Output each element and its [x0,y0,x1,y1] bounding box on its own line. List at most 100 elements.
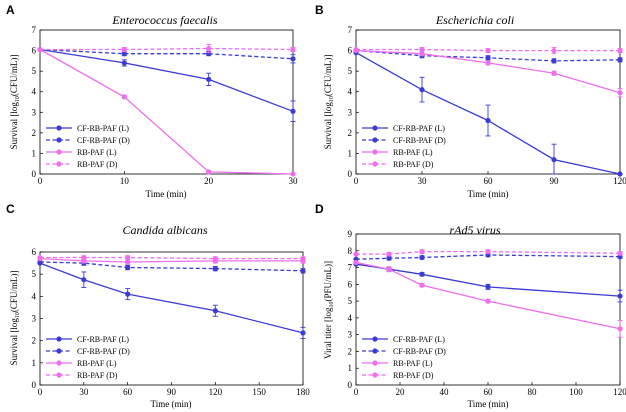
y-tick-label: 6 [32,247,37,257]
data-point [353,259,359,266]
data-point [419,46,425,53]
data-point [125,254,131,261]
y-tick-label: 3 [32,314,37,324]
y-tick-label: 1 [32,148,37,158]
y-tick-label: 4 [32,87,37,97]
legend-label: CF-RB-PAF (D) [393,136,446,145]
x-tick-label: 20 [204,176,214,186]
x-axis-label: Time (min) [151,399,192,409]
legend-swatch-marker [372,125,378,131]
x-tick-label: 30 [418,176,428,186]
y-axis-label-sub: 10 [15,312,21,318]
x-tick-label: 120 [209,387,223,397]
data-point [290,56,296,62]
y-tick-label: 3 [32,107,37,117]
y-tick-label: 5 [348,66,353,76]
y-tick-label: 9 [348,229,353,239]
data-point [617,293,623,299]
y-tick-label: 5 [32,269,37,279]
x-tick-label: 30 [79,387,89,397]
series-rb-paf-l [37,46,296,177]
data-point [121,94,127,100]
x-tick-label: 180 [296,387,310,397]
data-point [419,254,425,261]
data-point [81,277,87,283]
legend-swatch-marker [372,360,378,366]
y-axis-label: Viral titer [log10(PFU/mL)] [323,261,335,359]
x-tick-label: 20 [396,387,406,397]
legend-label: RB-PAF (L) [393,359,433,368]
data-point [419,51,425,57]
data-point [121,60,127,66]
legend: CF-RB-PAF (L) CF-RB-PAF (D) RB-PAF (L) RB-P… [362,335,446,380]
x-tick-label: 10 [120,176,130,186]
series-line [355,263,621,297]
y-tick-label: 5 [348,296,353,306]
data-point [485,298,491,304]
legend-swatch-marker [56,360,62,366]
y-tick-label: 1 [348,148,353,158]
data-point [290,46,296,53]
panel-b: B Escherichia coli 0 30 60 90 120 0 1 2 3 4 5 6 7 Time … [315,3,626,199]
legend: CF-RB-PAF (L) CF-RB-PAF (D) RB-PAF (L) RB-P… [46,124,130,169]
data-point [419,249,425,255]
y-tick-label: 7 [348,25,353,35]
series-line [40,256,303,260]
x-tick-label: 120 [613,176,626,186]
y-tick-label: 4 [32,291,37,301]
y-tick-label: 2 [32,336,37,346]
y-tick-label: 0 [348,169,353,179]
legend-label: RB-PAF (D) [77,160,118,169]
series-line [39,48,294,175]
y-axis-label-end: (CFU/mL)] [9,271,19,313]
legend-label: RB-PAF (D) [77,371,118,380]
panel-title: Enterococcus faecalis [111,13,218,27]
legend-swatch-marker [372,348,378,354]
series-line [355,261,621,330]
legend-label: RB-PAF (L) [77,359,117,368]
series-line [39,262,304,334]
legend-swatch-marker [56,137,62,143]
data-point [617,47,623,54]
y-tick-label: 0 [348,380,353,390]
series-rb-paf-d [37,254,306,262]
data-point [206,169,212,175]
data-point [419,87,425,93]
data-point [485,249,491,255]
data-point [386,255,392,261]
legend-label: CF-RB-PAF (L) [393,335,445,344]
legend-swatch-marker [372,372,378,378]
x-tick-label: 90 [167,387,177,397]
x-tick-label: 60 [484,176,494,186]
y-tick-label: 6 [32,46,37,56]
panel-c: C Candida albicans 0 30 60 90 120 150 180 0 1 2 3 4 5 6… [6,202,310,409]
data-point [485,47,491,54]
y-tick-label: 3 [348,107,353,117]
x-tick-label: 60 [484,387,494,397]
data-point [212,256,218,262]
legend-label: CF-RB-PAF (D) [77,347,130,356]
y-tick-label: 0 [32,169,37,179]
series-line [39,261,304,272]
legend-swatch-marker [372,149,378,155]
y-tick-label: 6 [348,279,353,289]
data-point [300,268,306,274]
y-tick-label: 2 [348,346,353,356]
y-tick-label: 4 [348,313,353,323]
data-point [617,171,623,177]
data-point [206,76,212,82]
series-line [39,48,294,60]
y-axis-label-main: Survival [log [9,102,19,150]
panel-title: rAd5 virus [450,223,501,237]
data-point [551,58,557,64]
legend-label: CF-RB-PAF (L) [77,335,129,344]
y-axis-label-main: Survival [log [323,102,333,150]
series-line [40,47,294,51]
data-point [121,51,127,57]
data-point [617,57,623,63]
legend-label: CF-RB-PAF (D) [77,136,130,145]
series-cf-rb-paf-l [353,261,623,303]
data-point [300,256,306,262]
x-tick-label: 40 [440,387,450,397]
legend-swatch-marker [372,336,378,342]
